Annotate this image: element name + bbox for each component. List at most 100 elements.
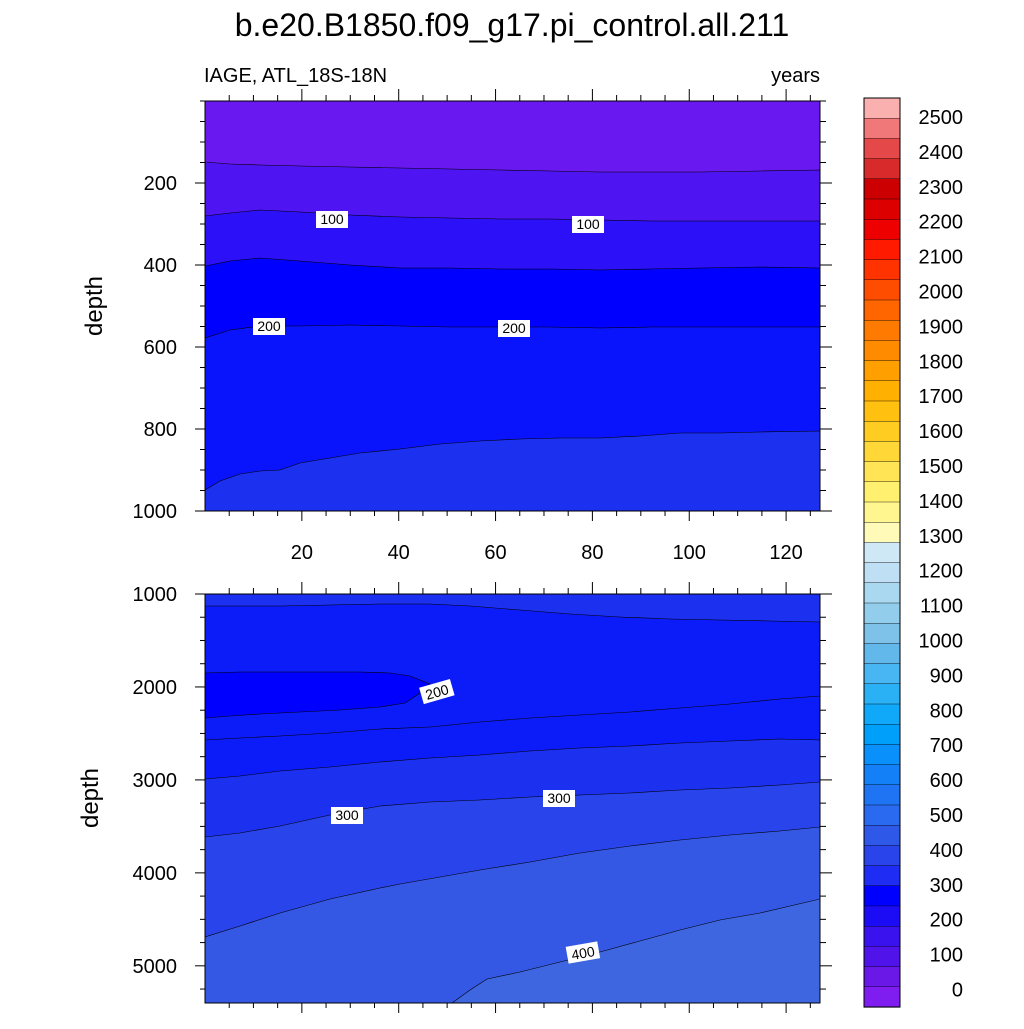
colorbar-swatch [863,522,901,544]
colorbar-swatch [863,340,901,362]
colorbar-label: 600 [930,770,963,792]
bottom-y-tick-label: 5000 [133,956,178,978]
bottom-y-tick-label: 1000 [133,584,178,606]
top-x-tick-label: 40 [388,542,410,564]
colorbar-label: 1400 [919,491,964,513]
bottom-contour-label-4: 400 [565,941,601,964]
colorbar-swatch [863,602,901,624]
top-y-axis-label: depth [81,276,108,336]
colorbar-swatch [863,885,901,907]
top-x-tick-label: 60 [484,542,506,564]
colorbar-swatch [863,400,901,422]
colorbar-swatch [863,744,901,766]
colorbar-label: 400 [930,840,963,862]
top-x-tick-label: 120 [769,542,802,564]
colorbar-swatch [863,724,901,746]
colorbar-label: 2500 [919,107,964,129]
colorbar-swatch [863,562,901,584]
colorbar-label: 1000 [919,631,964,653]
colorbar-swatch [863,804,901,826]
top-y-tick-label: 600 [144,337,177,359]
colorbar-label: 800 [930,700,963,722]
colorbar-label: 2200 [919,212,964,234]
top-minor-ticks [200,95,826,516]
colorbar-label: 1800 [919,351,964,373]
colorbar-swatch [863,825,901,847]
bottom-y-tick-label: 3000 [133,770,178,792]
svg-text:200: 200 [502,320,526,336]
bottom-panel: 200 300 300 400 depth 1000 2000 3000 4000 50… [77,582,832,1013]
colorbar-swatch [863,623,901,645]
colorbar-label: 0 [952,980,963,1002]
colorbar-swatch [863,441,901,463]
colorbar-swatch [863,218,901,240]
colorbar-swatch [863,966,901,988]
colorbar-swatch [863,421,901,443]
colorbar-label: 2100 [919,247,964,269]
colorbar-swatch [863,481,901,503]
colorbar-swatch [863,663,901,685]
top-panel: 100 100 200 200 depth 200 400 600 800 1000 2… [81,89,832,564]
top-x-tick-label: 20 [291,542,313,564]
colorbar-label: 700 [930,735,963,757]
colorbar-frame [863,97,901,1008]
top-panel-fills [205,101,820,511]
colorbar-swatch [863,542,901,564]
colorbar-swatch [863,178,901,200]
top-x-tick-label: 80 [581,542,603,564]
top-band-5 [205,430,820,511]
svg-text:300: 300 [335,807,359,823]
colorbar-swatch [863,97,901,119]
colorbar-swatch [863,320,901,342]
colorbar-swatch [863,764,901,786]
colorbar-label: 100 [930,945,963,967]
colorbar-swatch [863,582,901,604]
colorbar-swatch [863,461,901,483]
svg-text:100: 100 [320,211,344,227]
colorbar-swatch [863,239,901,261]
colorbar-label: 1300 [919,526,964,548]
bottom-contour-label-1: 200 [419,678,455,705]
colorbar-label: 1100 [920,596,963,618]
top-contour-label-4: 200 [498,320,530,337]
colorbar: 2500240023002200210020001900180017001600… [863,97,964,1008]
colorbar-swatch [863,138,901,160]
top-contour-label-3: 200 [253,318,285,335]
svg-text:400: 400 [570,943,596,963]
top-x-ticks: 20 40 60 80 100 120 [291,89,803,564]
colorbar-label: 2000 [919,282,964,304]
bottom-y-ticks: 1000 2000 3000 4000 5000 [133,584,832,978]
colorbar-swatch [863,501,901,523]
colorbar-label: 1500 [919,456,964,478]
colorbar-swatch [863,784,901,806]
bottom-panel-frame [204,593,821,1004]
colorbar-label: 1600 [919,421,964,443]
bottom-contour-label-2: 300 [331,807,363,824]
bottom-y-axis-label: depth [77,768,104,828]
colorbar-swatch [863,360,901,382]
colorbar-label: 900 [930,665,963,687]
colorbar-label: 500 [930,805,963,827]
colorbar-swatch [863,380,901,402]
top-y-tick-label: 400 [144,255,177,277]
top-contour-label-2: 100 [572,216,604,233]
top-contour-label-1: 100 [316,211,348,228]
colorbar-swatch [863,845,901,867]
top-y-tick-label: 800 [144,419,177,441]
colorbar-swatch [863,643,901,665]
top-y-tick-label: 1000 [133,501,178,523]
colorbar-swatch [863,259,901,281]
colorbar-swatch [863,946,901,968]
left-subtitle: IAGE, ATL_18S-18N [204,65,387,87]
colorbar-label: 300 [930,875,963,897]
colorbar-label: 2300 [919,177,964,199]
svg-text:200: 200 [424,681,451,703]
bottom-panel-fills [205,594,820,1003]
bottom-minor-ticks [200,588,826,1008]
svg-text:300: 300 [547,790,571,806]
bottom-y-tick-label: 2000 [133,677,178,699]
bottom-band-2 [205,671,431,719]
chart-title: b.e20.B1850.f09_g17.pi_control.all.211 [235,7,790,43]
colorbar-swatch [863,986,901,1008]
